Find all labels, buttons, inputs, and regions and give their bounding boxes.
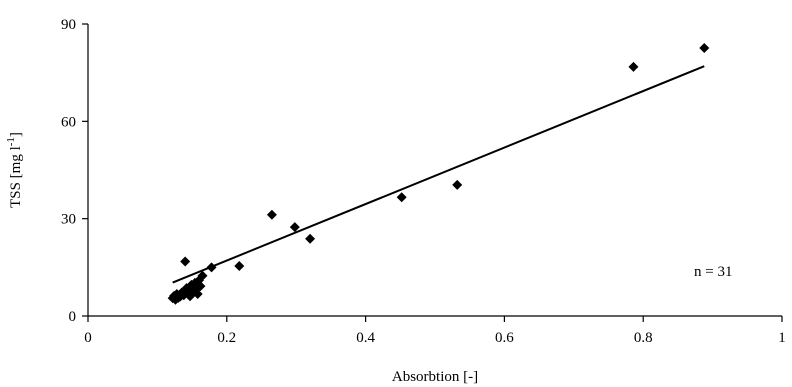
y-tick-label: 90 xyxy=(61,17,76,33)
sample-size-annotation: n = 31 xyxy=(694,264,732,280)
data-point xyxy=(289,222,300,233)
x-tick-label: 1 xyxy=(778,330,786,346)
data-point xyxy=(180,256,191,267)
x-axis-title: Absorbtion [-] xyxy=(392,369,478,385)
data-point xyxy=(628,61,639,72)
y-axis-ticks: 0 30 60 90 xyxy=(61,17,88,325)
x-tick-label: 0.2 xyxy=(217,330,236,346)
x-tick-label: 0.6 xyxy=(495,330,514,346)
data-point xyxy=(206,262,217,273)
y-tick-label: 60 xyxy=(61,114,76,130)
data-point xyxy=(192,288,203,299)
x-axis-ticks: 0 0.2 0.4 0.6 0.8 1 xyxy=(84,316,786,346)
data-point xyxy=(266,209,277,220)
data-points xyxy=(167,43,710,305)
x-tick-label: 0.8 xyxy=(634,330,653,346)
data-point xyxy=(197,270,208,281)
y-axis-title-main: TSS [mg l xyxy=(8,146,24,208)
x-tick-label: 0.4 xyxy=(356,330,375,346)
y-tick-label: 30 xyxy=(61,212,76,228)
data-point xyxy=(305,233,316,244)
x-tick-label: 0 xyxy=(84,330,92,346)
data-point xyxy=(195,281,206,292)
data-point xyxy=(699,43,710,54)
data-point xyxy=(396,192,407,203)
y-axis-title: TSS [mg l-1] xyxy=(5,132,24,208)
trend-line xyxy=(172,65,705,284)
data-point xyxy=(234,261,245,272)
y-axis-title-end: ] xyxy=(8,132,24,137)
y-tick-label: 0 xyxy=(69,309,77,325)
data-point xyxy=(452,179,463,190)
y-axis-title-sup: -1 xyxy=(5,137,17,146)
